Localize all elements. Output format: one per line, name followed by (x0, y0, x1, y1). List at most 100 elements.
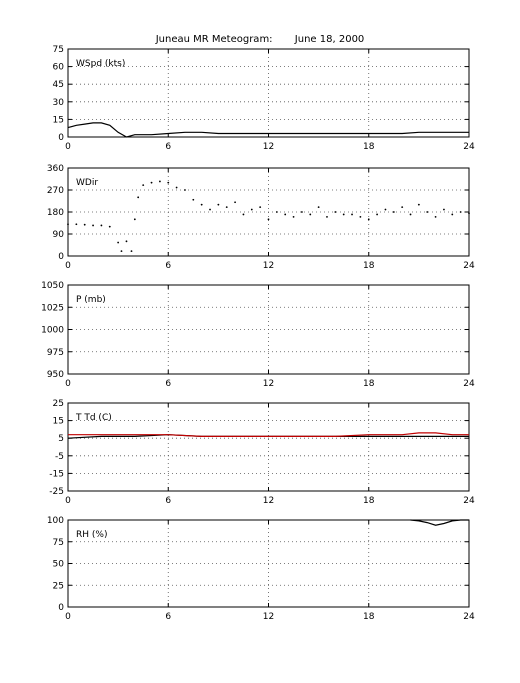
data-point (217, 203, 220, 206)
data-point (267, 218, 270, 221)
data-point (192, 198, 195, 201)
x-tick-label: 18 (363, 261, 375, 271)
data-point (451, 213, 454, 216)
data-point (234, 201, 236, 204)
y-tick-label: 975 (47, 348, 64, 358)
x-tick-label: 6 (165, 612, 171, 622)
data-point (225, 206, 228, 209)
data-point (326, 215, 328, 218)
x-tick-label: 0 (65, 612, 71, 622)
data-point (443, 208, 445, 211)
panel-3: 0 6 12 18 24 -25 -15 -5 5 15 25 T Td (C) (49, 399, 475, 506)
panel-0: 0 6 12 18 24 0 15 30 45 60 75 WSpd (kts) (53, 45, 475, 152)
data-point (117, 241, 120, 244)
y-tick-label: 0 (58, 133, 64, 143)
y-tick-label: 360 (47, 164, 64, 174)
data-point (250, 208, 253, 211)
x-tick-label: 24 (463, 261, 475, 271)
x-tick-label: 12 (263, 142, 274, 152)
y-tick-label: 30 (53, 98, 65, 108)
data-point (158, 180, 161, 183)
x-tick-label: 6 (165, 142, 171, 152)
data-point (284, 213, 287, 216)
panel-4: 0 6 12 18 24 0 25 50 75 100 RH (%) (47, 516, 475, 622)
axes-box (67, 284, 470, 375)
x-tick-label: 12 (263, 612, 274, 622)
data-point (75, 223, 78, 226)
x-tick-label: 18 (363, 612, 375, 622)
data-point (342, 213, 345, 216)
y-tick-label: 1000 (41, 326, 64, 336)
y-tick-label: 15 (53, 115, 64, 125)
data-point (150, 181, 153, 184)
x-tick-label: 0 (65, 142, 71, 152)
x-tick-label: 18 (363, 379, 375, 389)
data-point (459, 211, 462, 213)
y-tick-label: 25 (53, 399, 64, 409)
panel-1: 0 6 12 18 24 0 90 180 270 360 WDir (47, 164, 475, 271)
y-tick-label: 45 (53, 80, 64, 90)
axes-box (67, 402, 470, 492)
x-tick-label: 18 (363, 142, 375, 152)
y-tick-label: 0 (58, 252, 64, 262)
data-point (309, 213, 312, 216)
data-point (317, 206, 320, 209)
x-tick-label: 12 (263, 496, 274, 506)
data-point (376, 213, 379, 216)
data-point (259, 206, 262, 209)
y-tick-label: 5 (58, 434, 64, 444)
panel-label: RH (%) (76, 530, 107, 540)
y-tick-label: 0 (58, 603, 64, 613)
data-point (367, 218, 370, 221)
data-point (426, 211, 429, 213)
data-point (142, 184, 145, 187)
y-tick-label: -5 (55, 452, 64, 462)
y-tick-label: 180 (47, 208, 64, 218)
chart-title: Juneau MR Meteogram: June 18, 2000 (155, 34, 365, 45)
y-tick-label: 270 (47, 186, 64, 196)
x-tick-label: 24 (463, 142, 475, 152)
data-point (120, 250, 123, 253)
data-point (301, 211, 303, 213)
data-point (409, 213, 412, 216)
y-tick-label: 25 (53, 581, 64, 591)
data-point (67, 223, 69, 226)
data-point (175, 186, 178, 189)
axes-box (67, 48, 470, 138)
data-point (392, 211, 395, 213)
data-point (130, 250, 133, 253)
x-tick-label: 18 (363, 496, 375, 506)
data-point (133, 218, 136, 221)
data-point (292, 215, 295, 218)
series-line-1 (68, 432, 469, 437)
panel-2: 0 6 12 18 24 950 975 1000 1025 1050 P (mb) (41, 281, 475, 389)
data-point (137, 196, 140, 199)
x-tick-label: 0 (65, 496, 71, 506)
y-tick-label: 1025 (41, 303, 64, 313)
data-point (401, 206, 404, 209)
x-tick-label: 6 (165, 379, 171, 389)
axes-box (67, 167, 470, 257)
x-tick-label: 0 (65, 379, 71, 389)
series-line-0 (67, 122, 469, 138)
x-tick-label: 24 (463, 612, 475, 622)
data-point (275, 211, 278, 213)
y-tick-label: 75 (53, 45, 64, 55)
x-tick-label: 6 (165, 261, 171, 271)
axes-box (67, 519, 470, 608)
y-tick-label: -25 (49, 487, 64, 497)
x-tick-label: 0 (65, 261, 71, 271)
data-point (200, 203, 203, 206)
y-tick-label: 60 (53, 63, 65, 73)
data-point (108, 225, 111, 228)
data-point (242, 213, 245, 216)
panel-label: T Td (C) (75, 413, 112, 423)
x-tick-label: 6 (165, 496, 171, 506)
data-point (83, 223, 86, 226)
data-point (417, 203, 420, 206)
data-point (434, 215, 437, 218)
data-point (184, 189, 186, 191)
data-point (359, 215, 362, 218)
